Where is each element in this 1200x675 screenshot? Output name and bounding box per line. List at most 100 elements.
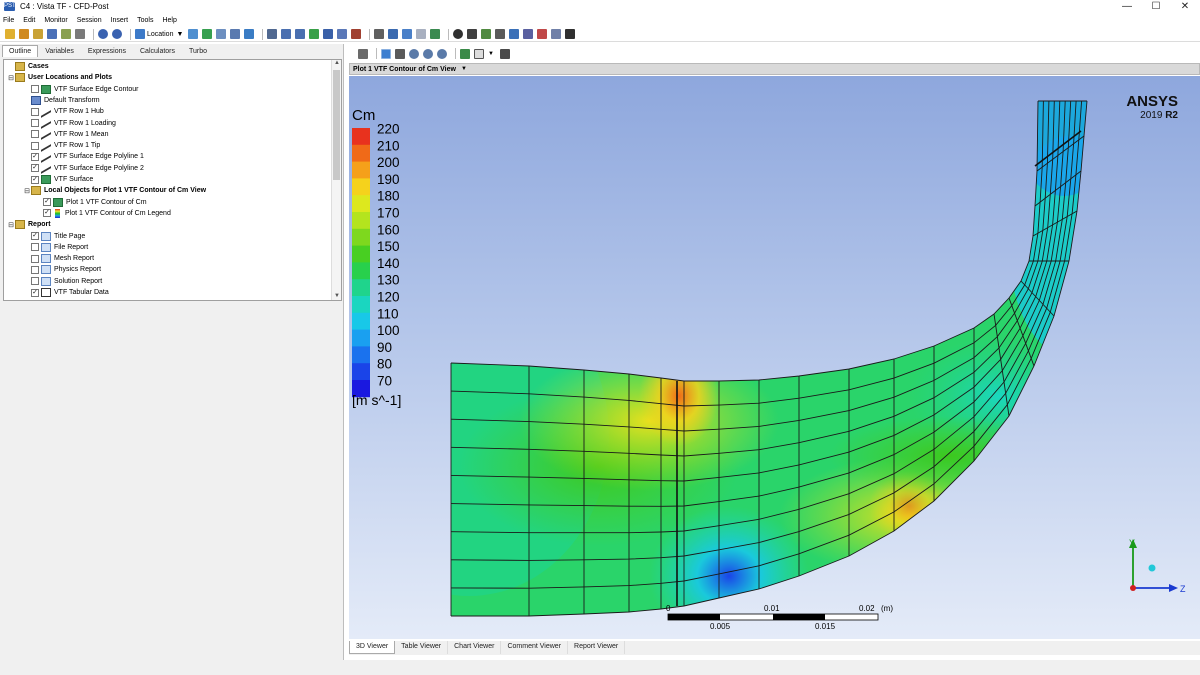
visibility-checkbox[interactable]: ✓ <box>31 232 39 240</box>
viewport-layout-icon[interactable] <box>474 48 484 59</box>
tree-item[interactable]: VTF Row 1 Hub <box>23 105 104 118</box>
scroll-down-icon[interactable]: ▼ <box>334 293 340 299</box>
vector-icon[interactable] <box>188 29 199 39</box>
tab-turbo[interactable]: Turbo <box>189 48 208 55</box>
load-results-icon[interactable] <box>19 29 29 39</box>
volume-rendering-icon[interactable] <box>244 29 255 39</box>
visibility-checkbox[interactable] <box>31 107 39 116</box>
mesh-calculator-icon[interactable] <box>537 29 548 39</box>
tab-table-viewer[interactable]: Table Viewer <box>395 641 449 654</box>
tree-item[interactable]: ✓ Title Page <box>23 231 85 242</box>
tree-item[interactable]: ✓ Plot 1 VTF Contour of Cm <box>35 197 147 208</box>
tree-item[interactable]: ⊟ Local Objects for Plot 1 VTF Contour of… <box>23 185 206 196</box>
tree-item[interactable]: VTF Row 1 Mean <box>23 128 108 141</box>
contour-icon[interactable] <box>202 29 213 39</box>
tab-chart-viewer[interactable]: Chart Viewer <box>448 641 502 654</box>
tree-item[interactable]: Cases <box>7 61 49 72</box>
tree-item[interactable]: File Report <box>23 242 88 253</box>
scroll-up-icon[interactable]: ▲ <box>334 60 340 66</box>
command-editor-icon[interactable] <box>565 29 576 39</box>
menu-insert[interactable]: Insert <box>110 16 129 24</box>
rotate-icon[interactable] <box>381 48 391 59</box>
case-comparison-icon[interactable] <box>551 29 562 39</box>
tree-item[interactable]: ⊟ Report <box>7 219 51 230</box>
export-icon[interactable] <box>61 29 71 39</box>
tree-item[interactable]: Default Transform <box>23 95 100 106</box>
zoom-box-icon[interactable] <box>423 48 433 59</box>
tree-item[interactable]: ✓ VTF Surface <box>23 174 93 185</box>
tree-item[interactable]: ✓ VTF Surface Edge Polyline 2 <box>23 162 144 175</box>
select-icon[interactable] <box>358 48 368 59</box>
toggle-icon[interactable] <box>460 48 470 59</box>
save-state-icon[interactable] <box>47 29 57 39</box>
variable-icon[interactable] <box>351 29 362 39</box>
tree-item[interactable]: VTF Row 1 Loading <box>23 117 116 129</box>
location-dropdown[interactable]: Location ▼ <box>135 29 183 39</box>
tree-item[interactable]: ✓ VTF Surface Edge Polyline 1 <box>23 151 144 163</box>
timestep-icon[interactable] <box>453 29 464 39</box>
redo-icon[interactable] <box>112 29 122 39</box>
tab-3d-viewer[interactable]: 3D Viewer <box>349 641 396 654</box>
load-state-icon[interactable] <box>33 29 43 39</box>
function-calculator-icon[interactable] <box>509 29 520 39</box>
tree-item[interactable]: ✓ Plot 1 VTF Contour of Cm Legend <box>35 208 171 219</box>
new-icon[interactable] <box>5 29 15 39</box>
menu-session[interactable]: Session <box>76 16 102 24</box>
menu-monitor[interactable]: Monitor <box>44 16 68 24</box>
text-icon[interactable] <box>267 29 278 39</box>
tree-item[interactable]: Mesh Report <box>23 253 94 264</box>
tree-item[interactable]: Solution Report <box>23 276 102 287</box>
chart-icon[interactable] <box>402 29 413 39</box>
print-icon[interactable] <box>75 29 85 39</box>
tree-scrollbar[interactable]: ▲ ▼ <box>331 60 341 300</box>
expand-toggle-icon[interactable]: ⊟ <box>24 187 30 195</box>
chevron-down-icon[interactable]: ▼ <box>460 66 467 72</box>
comment-icon[interactable] <box>416 29 427 39</box>
expand-toggle-icon[interactable]: ⊟ <box>8 221 14 229</box>
undo-icon[interactable] <box>98 29 108 39</box>
close-button[interactable]: ✕ <box>1180 1 1190 12</box>
clip-plane-icon[interactable] <box>323 29 334 39</box>
probe-icon[interactable] <box>495 29 506 39</box>
tab-variables[interactable]: Variables <box>45 48 74 55</box>
visibility-checkbox[interactable] <box>31 141 39 150</box>
maximize-button[interactable]: ☐ <box>1151 1 1161 12</box>
fit-view-icon[interactable] <box>437 48 447 59</box>
3d-viewport[interactable]: Cm 220 210 200 190 180 170 160 150 140 130 120 110 1… <box>349 76 1200 639</box>
menu-tools[interactable]: Tools <box>137 16 154 24</box>
visibility-checkbox[interactable]: ✓ <box>31 175 39 184</box>
instance-transform-icon[interactable] <box>309 29 320 39</box>
tab-report-viewer[interactable]: Report Viewer <box>568 641 626 654</box>
quick-editor-icon[interactable] <box>481 29 492 39</box>
color-map-icon[interactable] <box>337 29 348 39</box>
expression-icon[interactable] <box>374 29 385 39</box>
sync-views-icon[interactable] <box>499 48 510 59</box>
tab-outline[interactable]: Outline <box>2 45 39 57</box>
figure-icon[interactable] <box>430 29 441 39</box>
tree-item[interactable]: ⊟ User Locations and Plots <box>7 72 112 83</box>
coordinate-frame-icon[interactable] <box>281 29 292 39</box>
visibility-checkbox[interactable]: ✓ <box>31 288 39 297</box>
tab-expressions[interactable]: Expressions <box>87 48 126 55</box>
zoom-icon[interactable] <box>409 48 419 59</box>
chevron-down-icon[interactable]: ▼ <box>488 50 494 57</box>
menu-file[interactable]: File <box>3 16 15 24</box>
particle-track-icon[interactable] <box>230 29 241 39</box>
tree-item[interactable]: VTF Surface Edge Contour <box>23 84 138 95</box>
minimize-button[interactable]: — <box>1122 1 1132 12</box>
menu-help[interactable]: Help <box>162 16 177 24</box>
tree-item[interactable]: Physics Report <box>23 264 101 275</box>
streamline-icon[interactable] <box>216 29 227 39</box>
visibility-checkbox[interactable] <box>31 85 39 94</box>
visibility-checkbox[interactable]: ✓ <box>31 164 39 173</box>
visibility-checkbox[interactable] <box>31 243 39 252</box>
tab-calculators[interactable]: Calculators <box>140 48 176 55</box>
visibility-checkbox[interactable] <box>31 277 39 286</box>
visibility-checkbox[interactable] <box>31 265 39 274</box>
visibility-checkbox[interactable]: ✓ <box>43 198 51 207</box>
viewer-title-bar[interactable]: Plot 1 VTF Contour of Cm View ▼ <box>349 63 1200 75</box>
legend-icon[interactable] <box>295 29 306 39</box>
scrollbar-thumb[interactable] <box>333 70 340 180</box>
visibility-checkbox[interactable] <box>31 254 39 263</box>
tree-item[interactable]: VTF Row 1 Tip <box>23 139 100 152</box>
